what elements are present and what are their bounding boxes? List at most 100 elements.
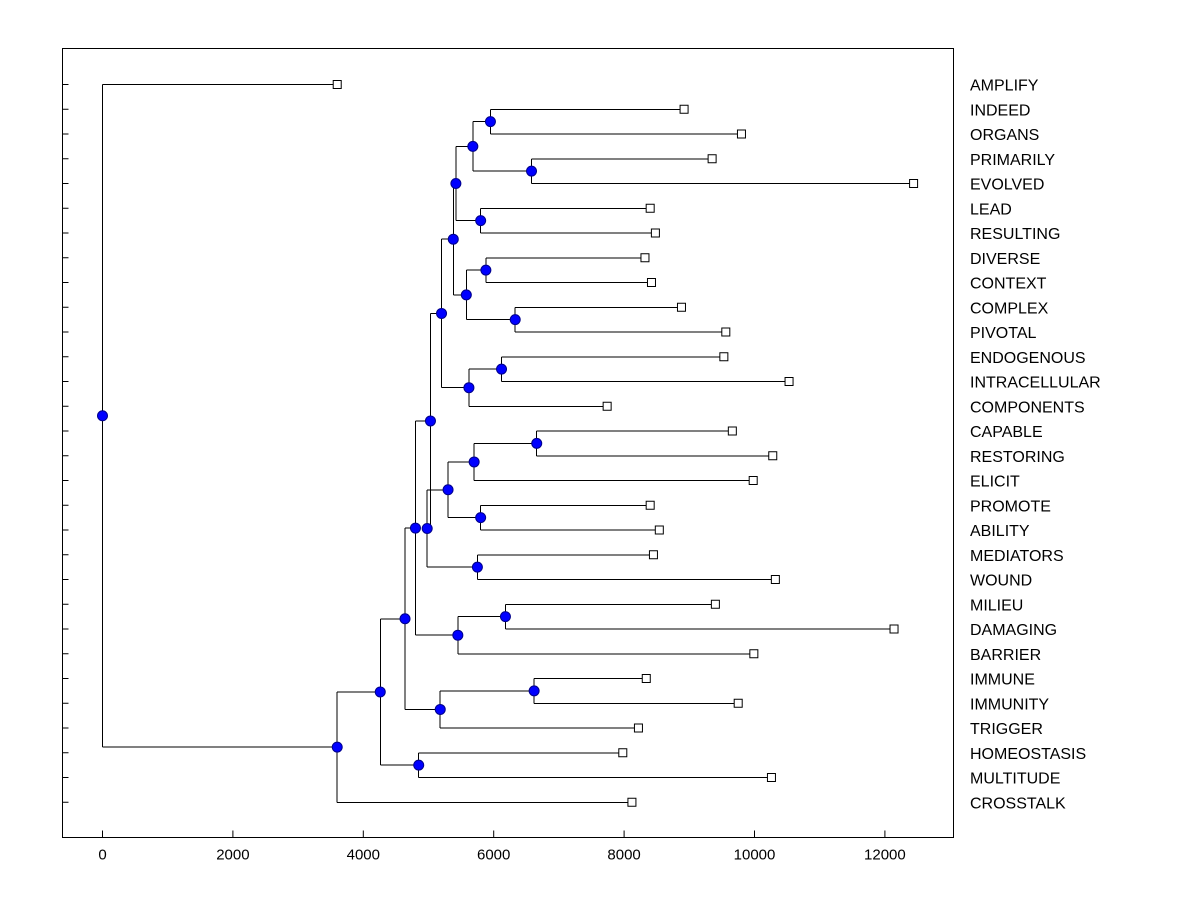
leaf-label: MEDIATORS [970, 548, 1064, 565]
leaf-label: PROMOTE [970, 498, 1051, 515]
leaf-marker [784, 377, 794, 386]
leaf-marker [748, 476, 758, 485]
leaf-label: MILIEU [970, 597, 1023, 614]
x-tick-label: 6000 [477, 847, 510, 864]
x-tick-label: 8000 [607, 847, 640, 864]
merge-node [509, 314, 521, 326]
leaf-label: LEAD [970, 201, 1012, 218]
leaf-labels-group: AMPLIFY INDEED ORGANS PRIMARILY EVOLVED LEAD R… [970, 78, 1101, 813]
merge-node [496, 363, 508, 375]
merge-node [467, 140, 479, 152]
merge-node [442, 484, 454, 496]
leaf-label: IMMUNE [970, 672, 1035, 689]
leaf-label: BARRIER [970, 647, 1041, 664]
leaf-marker [641, 674, 651, 683]
x-tick-label: 0 [98, 847, 106, 864]
merge-node [526, 165, 538, 177]
merge-node [331, 741, 343, 753]
leaf-marker [654, 525, 664, 535]
leaf-marker [710, 599, 720, 609]
leaf-label: PIVOTAL [970, 325, 1036, 342]
x-tick-label: 12000 [864, 847, 906, 864]
merge-nodes-group [97, 116, 543, 771]
leaf-label: ABILITY [970, 523, 1030, 540]
leaf-marker [727, 426, 737, 436]
leaf-marker [733, 698, 743, 708]
merge-node [413, 759, 425, 771]
leaf-marker [749, 649, 759, 659]
leaf-marker [909, 179, 919, 188]
leaf-marker [770, 575, 780, 584]
leaf-label: IMMUNITY [970, 696, 1049, 713]
leaf-marker [679, 104, 689, 114]
leaf-label: MULTITUDE [970, 771, 1060, 788]
merge-node [475, 512, 487, 524]
merge-node [484, 116, 496, 128]
leaf-label: DAMAGING [970, 622, 1057, 639]
leaf-marker [648, 550, 658, 560]
merge-node [424, 415, 436, 427]
leaf-label: CROSSTALK [970, 795, 1066, 812]
merge-node [471, 561, 483, 573]
leaf-marker [719, 352, 729, 362]
leaf-label: CAPABLE [970, 424, 1043, 441]
leaf-label: RESTORING [970, 449, 1065, 466]
leaf-label: AMPLIFY [970, 78, 1039, 95]
leaf-label: PRIMARILY [970, 152, 1055, 169]
merge-node [450, 178, 462, 189]
x-tick-label: 10000 [734, 847, 776, 864]
merge-node [531, 437, 543, 449]
merge-node [374, 686, 386, 698]
merge-node [97, 410, 108, 422]
leaf-marker [640, 253, 650, 263]
leaf-marker [721, 327, 731, 337]
merge-node [436, 307, 448, 319]
leaf-label: CONTEXT [970, 276, 1047, 293]
leaf-marker [676, 302, 686, 312]
leaf-label: COMPONENTS [970, 399, 1085, 416]
leaf-marker [645, 203, 655, 213]
leaf-marker [645, 500, 655, 510]
leaf-marker [889, 624, 899, 634]
leaf-markers-group [332, 80, 919, 807]
leaf-label: ENDOGENOUS [970, 350, 1086, 367]
leaf-marker [650, 228, 660, 238]
merge-node [399, 613, 411, 625]
leaf-label: TRIGGER [970, 721, 1043, 738]
leaf-marker [736, 129, 746, 139]
leaf-label: INDEED [970, 102, 1030, 119]
leaf-label: COMPLEX [970, 300, 1049, 317]
leaf-label: DIVERSE [970, 251, 1040, 268]
merge-node [409, 522, 421, 534]
merge-node [421, 522, 433, 534]
leaf-label: WOUND [970, 573, 1032, 590]
merge-node [468, 456, 480, 468]
leaf-marker [633, 723, 643, 733]
x-tick-label: 2000 [216, 847, 249, 864]
leaf-label: RESULTING [970, 226, 1060, 243]
merge-node [460, 289, 472, 301]
leaf-marker [332, 80, 342, 89]
leaf-label: HOMEOSTASIS [970, 746, 1086, 763]
leaf-marker [766, 773, 776, 782]
leaf-label: ELICIT [970, 474, 1020, 491]
leaf-marker [768, 451, 778, 461]
merge-node [447, 233, 459, 245]
axis-ticks-group: 0 2000 4000 6000 8000 10000 12000 [62, 84, 906, 864]
merge-node [452, 629, 464, 641]
leaf-label: ORGANS [970, 127, 1039, 144]
merge-node [475, 215, 487, 227]
leaf-label: INTRACELLULAR [970, 375, 1101, 392]
leaf-marker [646, 278, 656, 287]
leaf-marker [707, 154, 717, 164]
leaf-marker [627, 797, 637, 807]
merge-node [434, 703, 446, 715]
merge-node [528, 685, 540, 697]
merge-node [499, 611, 511, 623]
x-tick-label: 4000 [347, 847, 380, 864]
leaf-marker [602, 401, 612, 411]
leaf-label: EVOLVED [970, 177, 1044, 194]
leaf-marker [618, 748, 628, 758]
